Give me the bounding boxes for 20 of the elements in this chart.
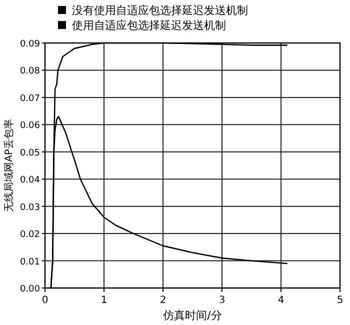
x-tick-label: 1 xyxy=(100,295,108,306)
x-tick-label: 3 xyxy=(218,295,226,306)
y-tick-label: 0.03 xyxy=(20,202,40,213)
x-tick-label: 4 xyxy=(278,295,284,306)
y-tick-label: 0.02 xyxy=(20,230,40,240)
x-tick-label: 0 xyxy=(42,295,48,306)
y-tick-label: 0.01 xyxy=(20,257,40,268)
y-tick-label: 0.00 xyxy=(20,284,40,294)
y-tick-label: 0.06 xyxy=(20,121,40,132)
y-tick-label: 0.05 xyxy=(20,148,40,158)
y-tick-label: 0.07 xyxy=(20,94,40,104)
y-tick-label: 0.09 xyxy=(20,40,40,50)
x-tick-label: 5 xyxy=(336,295,344,306)
y-tick-label: 0.04 xyxy=(20,176,40,186)
x-axis-title: 仿真时间/分 xyxy=(162,309,222,322)
legend-label: 使用自适应包选择延迟发送机制 xyxy=(72,19,226,32)
legend-label: 没有使用自适应包选择延迟发送机制 xyxy=(72,4,248,17)
x-tick-label: 2 xyxy=(160,295,166,306)
y-axis-title: 无线局域网AP丢包率 xyxy=(3,119,15,212)
y-tick-label: 0.08 xyxy=(20,66,40,77)
